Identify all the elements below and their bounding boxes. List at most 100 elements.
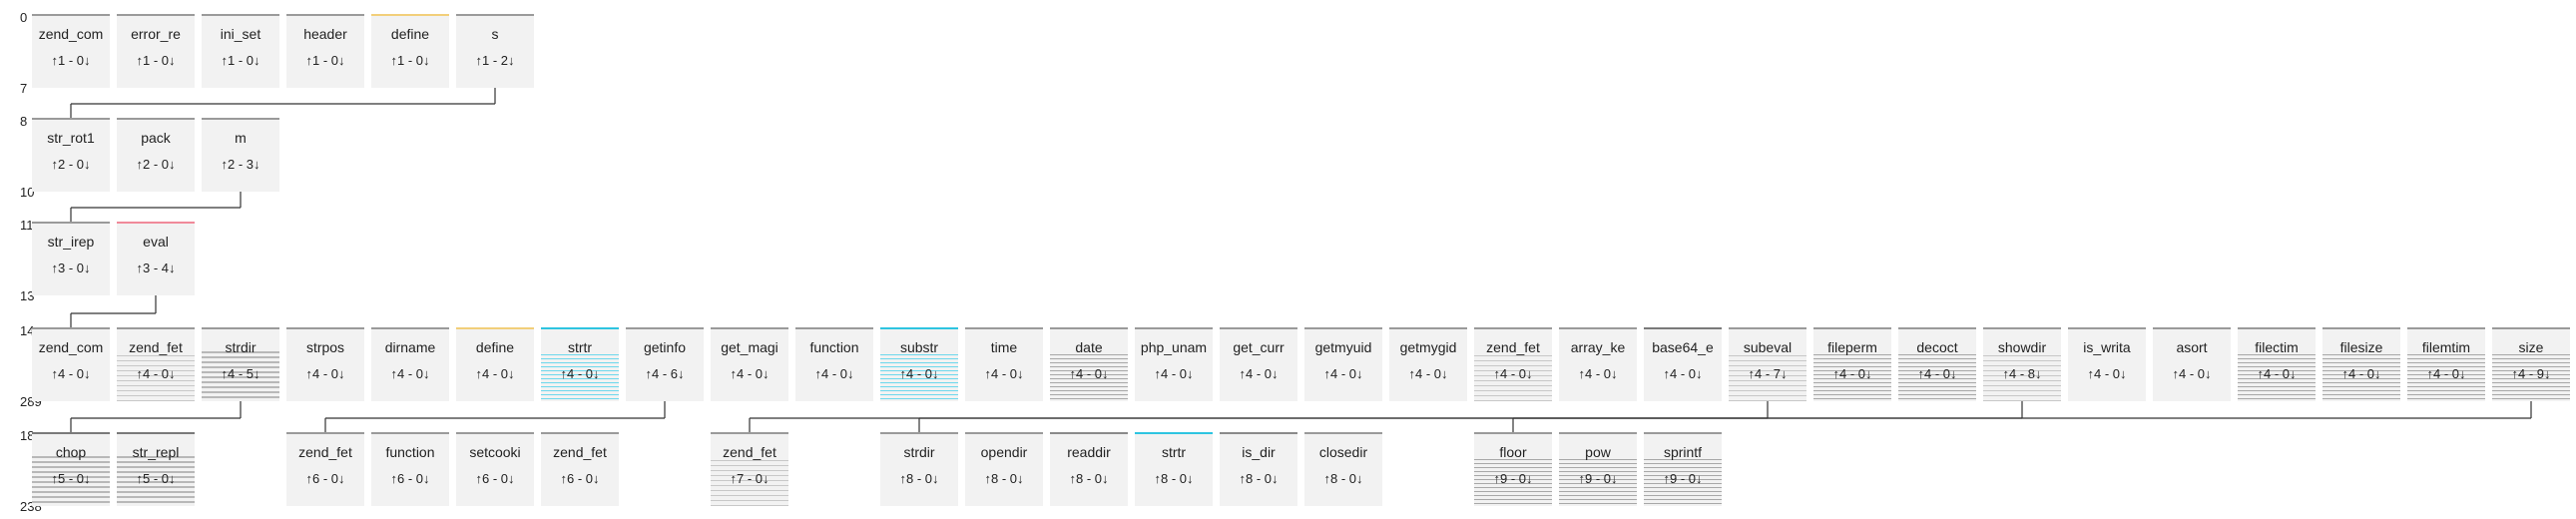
function-node[interactable]: strtr ↑8 - 0↓	[1135, 432, 1213, 506]
function-node[interactable]: dirname ↑4 - 0↓	[371, 327, 449, 401]
function-node[interactable]: substr ↑4 - 0↓	[880, 327, 958, 401]
function-node[interactable]: array_ke ↑4 - 0↓	[1559, 327, 1637, 401]
function-node[interactable]: strdir ↑8 - 0↓	[880, 432, 958, 506]
function-node[interactable]: getmyuid ↑4 - 0↓	[1304, 327, 1382, 401]
function-node[interactable]: filemtim ↑4 - 0↓	[2407, 327, 2485, 401]
function-node[interactable]: decoct ↑4 - 0↓	[1898, 327, 1976, 401]
node-color-bar	[880, 432, 958, 434]
row-start-label: 18	[20, 428, 35, 443]
function-node[interactable]: showdir ↑4 - 8↓	[1983, 327, 2061, 401]
node-stripes	[117, 456, 195, 506]
function-node[interactable]: readdir ↑8 - 0↓	[1050, 432, 1128, 506]
function-node[interactable]: subeval ↑4 - 7↓	[1729, 327, 1806, 401]
node-color-bar	[1135, 432, 1213, 434]
function-node[interactable]: setcooki ↑6 - 0↓	[456, 432, 534, 506]
node-counts: ↑4 - 0↓	[1578, 366, 1618, 381]
node-stripes	[1050, 351, 1128, 401]
function-node[interactable]: sprintf ↑9 - 0↓	[1644, 432, 1722, 506]
function-node[interactable]: zend_com ↑4 - 0↓	[32, 327, 110, 401]
node-name: define	[475, 339, 515, 355]
function-node[interactable]: str_irep ↑3 - 0↓	[32, 222, 110, 295]
function-node[interactable]: pow ↑9 - 0↓	[1559, 432, 1637, 506]
node-name: header	[303, 26, 347, 42]
function-node[interactable]: closedir ↑8 - 0↓	[1304, 432, 1382, 506]
node-counts: ↑9 - 0↓	[1493, 471, 1533, 486]
node-counts: ↑4 - 7↓	[1748, 366, 1788, 381]
function-node[interactable]: ini_set ↑1 - 0↓	[202, 14, 279, 88]
function-node[interactable]: base64_e ↑4 - 0↓	[1644, 327, 1722, 401]
node-name: floor	[1499, 444, 1527, 460]
function-node[interactable]: is_writa ↑4 - 0↓	[2068, 327, 2146, 401]
function-node[interactable]: function ↑4 - 0↓	[795, 327, 873, 401]
function-node[interactable]: zend_com ↑1 - 0↓	[32, 14, 110, 88]
function-node[interactable]: strpos ↑4 - 0↓	[286, 327, 364, 401]
function-node[interactable]: strdir ↑4 - 5↓	[202, 327, 279, 401]
node-counts: ↑6 - 0↓	[305, 471, 345, 486]
function-node[interactable]: size ↑4 - 9↓	[2492, 327, 2570, 401]
function-node[interactable]: zend_fet ↑4 - 0↓	[117, 327, 195, 401]
function-node[interactable]: function ↑6 - 0↓	[371, 432, 449, 506]
function-node[interactable]: opendir ↑8 - 0↓	[965, 432, 1043, 506]
function-node[interactable]: asort ↑4 - 0↓	[2153, 327, 2231, 401]
function-node[interactable]: filesize ↑4 - 0↓	[2322, 327, 2400, 401]
node-counts: ↑1 - 0↓	[305, 53, 345, 68]
node-color-bar	[32, 432, 110, 434]
function-node[interactable]: define ↑4 - 0↓	[456, 327, 534, 401]
node-name: function	[809, 339, 859, 355]
node-name: strdir	[903, 444, 935, 460]
node-color-bar	[2153, 327, 2231, 329]
node-name: eval	[143, 234, 169, 250]
function-node[interactable]: chop ↑5 - 0↓	[32, 432, 110, 506]
node-name: error_re	[131, 26, 181, 42]
function-node[interactable]: str_repl ↑5 - 0↓	[117, 432, 195, 506]
function-node[interactable]: define ↑1 - 0↓	[371, 14, 449, 88]
node-stripes	[1474, 351, 1552, 401]
node-name: filemtim	[2421, 339, 2471, 355]
function-node[interactable]: floor ↑9 - 0↓	[1474, 432, 1552, 506]
function-node[interactable]: str_rot1 ↑2 - 0↓	[32, 118, 110, 192]
function-node[interactable]: zend_fet ↑6 - 0↓	[286, 432, 364, 506]
function-node[interactable]: date ↑4 - 0↓	[1050, 327, 1128, 401]
function-node[interactable]: get_magi ↑4 - 0↓	[711, 327, 788, 401]
function-node[interactable]: time ↑4 - 0↓	[965, 327, 1043, 401]
node-counts: ↑4 - 0↓	[2257, 366, 2297, 381]
function-node[interactable]: eval ↑3 - 4↓	[117, 222, 195, 295]
node-counts: ↑4 - 0↓	[136, 366, 176, 381]
function-node[interactable]: zend_fet ↑6 - 0↓	[541, 432, 619, 506]
function-node[interactable]: m ↑2 - 3↓	[202, 118, 279, 192]
function-node[interactable]: get_curr ↑4 - 0↓	[1220, 327, 1297, 401]
function-node[interactable]: header ↑1 - 0↓	[286, 14, 364, 88]
function-node[interactable]: fileperm ↑4 - 0↓	[1813, 327, 1891, 401]
node-stripes	[202, 351, 279, 401]
node-stripes	[1474, 456, 1552, 506]
node-name: sprintf	[1663, 444, 1703, 460]
function-node[interactable]: is_dir ↑8 - 0↓	[1220, 432, 1297, 506]
function-node[interactable]: zend_fet ↑4 - 0↓	[1474, 327, 1552, 401]
function-node[interactable]: zend_fet ↑7 - 0↓	[711, 432, 788, 506]
function-node[interactable]: s ↑1 - 2↓	[456, 14, 534, 88]
function-node[interactable]: filectim ↑4 - 0↓	[2238, 327, 2316, 401]
row-start-label: 11	[20, 218, 34, 233]
node-name: closedir	[1318, 444, 1368, 460]
node-color-bar	[117, 327, 195, 329]
node-color-bar	[1983, 327, 2061, 329]
node-counts: ↑1 - 0↓	[221, 53, 260, 68]
function-node[interactable]: php_unam ↑4 - 0↓	[1135, 327, 1213, 401]
node-name: array_ke	[1570, 339, 1626, 355]
node-color-bar	[541, 432, 619, 434]
node-color-bar	[1474, 432, 1552, 434]
node-counts: ↑1 - 2↓	[475, 53, 515, 68]
node-color-bar	[1220, 327, 1297, 329]
function-node[interactable]: getmygid ↑4 - 0↓	[1389, 327, 1467, 401]
function-node[interactable]: error_re ↑1 - 0↓	[117, 14, 195, 88]
function-node[interactable]: strtr ↑4 - 0↓	[541, 327, 619, 401]
node-name: pow	[1585, 444, 1611, 460]
node-counts: ↑8 - 0↓	[1323, 471, 1363, 486]
node-counts: ↑4 - 0↓	[1239, 366, 1279, 381]
node-color-bar	[711, 327, 788, 329]
node-name: base64_e	[1652, 339, 1714, 355]
function-node[interactable]: getinfo ↑4 - 6↓	[626, 327, 704, 401]
node-color-bar	[1644, 327, 1722, 329]
function-node[interactable]: pack ↑2 - 0↓	[117, 118, 195, 192]
node-counts: ↑8 - 0↓	[1069, 471, 1109, 486]
